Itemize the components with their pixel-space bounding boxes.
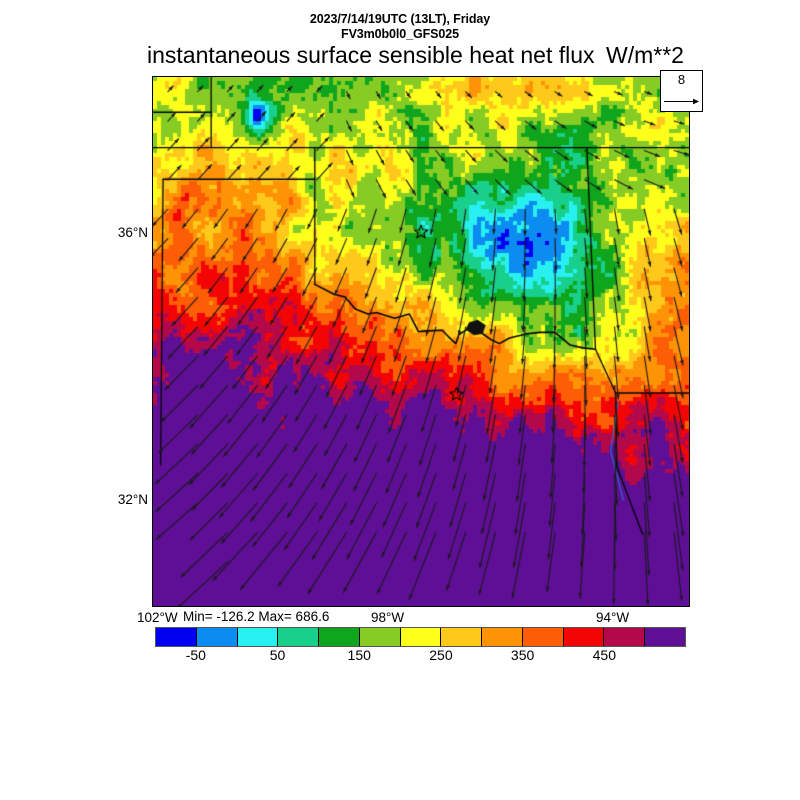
title-date-line: 2023/7/14/19UTC (13LT), Friday	[309, 12, 491, 26]
colorbar-tick-150: 150	[347, 647, 371, 663]
colorbar-swatch-3	[278, 628, 320, 646]
colorbar-swatch-8	[482, 628, 523, 646]
colorbar	[155, 627, 686, 647]
colorbar-swatch-2	[237, 628, 279, 646]
reference-vector-value: 8	[677, 72, 686, 87]
colorbar-swatch-1	[196, 628, 238, 646]
colorbar-swatch-0	[156, 628, 197, 646]
reference-vector-key: 8	[660, 70, 703, 112]
arrow-right-icon	[664, 98, 699, 105]
colorbar-tick-neg50: -50	[185, 647, 206, 663]
colorbar-tick-350: 350	[510, 647, 535, 663]
lat-tick-36n: 36°N	[117, 225, 148, 240]
lon-tick-94w: 94°W	[596, 610, 630, 625]
colorbar-swatch-10	[563, 628, 605, 646]
lon-tick-102w: 102°W	[137, 610, 178, 625]
title-model-line: FV3m0b0l0_GFS025	[341, 27, 459, 41]
colorbar-swatch-11	[604, 628, 646, 646]
lon-tick-98w: 98°W	[371, 610, 405, 625]
colorbar-tick-labels: -50 50 150 250 350 450	[155, 647, 686, 667]
colorbar-swatch-5	[359, 628, 401, 646]
colorbar-swatch-6	[400, 628, 442, 646]
title-units: W/m**2	[606, 42, 684, 68]
colorbar-swatch-4	[319, 628, 360, 646]
map-plot-area	[152, 76, 690, 607]
colorbar-swatch-12	[645, 628, 685, 646]
colorbar-swatch-9	[522, 628, 564, 646]
lat-tick-32n: 32°N	[117, 492, 148, 507]
colorbar-tick-450: 450	[592, 647, 616, 663]
colorbar-tick-250: 250	[429, 647, 453, 663]
colorbar-swatch-7	[441, 628, 483, 646]
colorbar-swatches	[155, 627, 686, 647]
colorbar-tick-50: 50	[269, 647, 286, 663]
map-overlays	[153, 77, 689, 606]
minmax-statistics: Min= -126.2 Max= 686.6	[183, 609, 330, 624]
page-title: instantaneous surface sensible heat net …	[147, 42, 595, 68]
